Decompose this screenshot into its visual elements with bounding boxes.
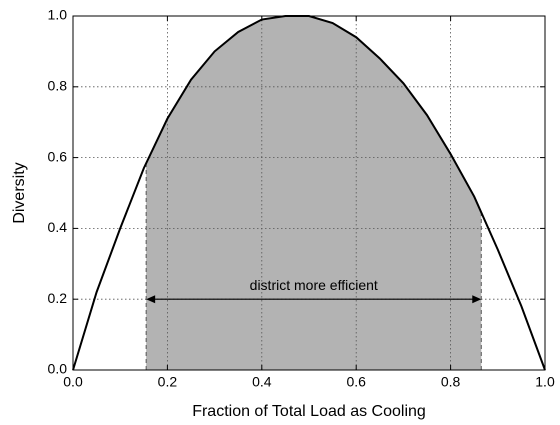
y-tick-label: 0.0 (48, 361, 68, 377)
annotation-text: district more efficient (250, 277, 378, 293)
y-axis-label: Diversity (11, 162, 28, 223)
y-tick-label: 0.6 (48, 148, 68, 164)
plot-frame (72, 15, 546, 371)
x-axis-label: Fraction of Total Load as Cooling (192, 403, 426, 420)
x-tick-label: 0.2 (158, 374, 178, 390)
y-tick-label: 0.2 (48, 290, 68, 306)
x-tick-label: 0.4 (252, 374, 272, 390)
x-tick-label: 0.0 (63, 374, 83, 390)
y-tick-label: 0.4 (48, 219, 68, 235)
x-tick-label: 1.0 (535, 374, 555, 390)
x-tick-label: 0.6 (346, 374, 366, 390)
arrow-head (146, 295, 156, 304)
arrow-head (472, 295, 482, 304)
y-tick-label: 1.0 (48, 7, 68, 23)
x-tick-label: 0.8 (441, 374, 461, 390)
shaded-region (146, 16, 482, 370)
y-tick-label: 0.8 (48, 78, 68, 94)
